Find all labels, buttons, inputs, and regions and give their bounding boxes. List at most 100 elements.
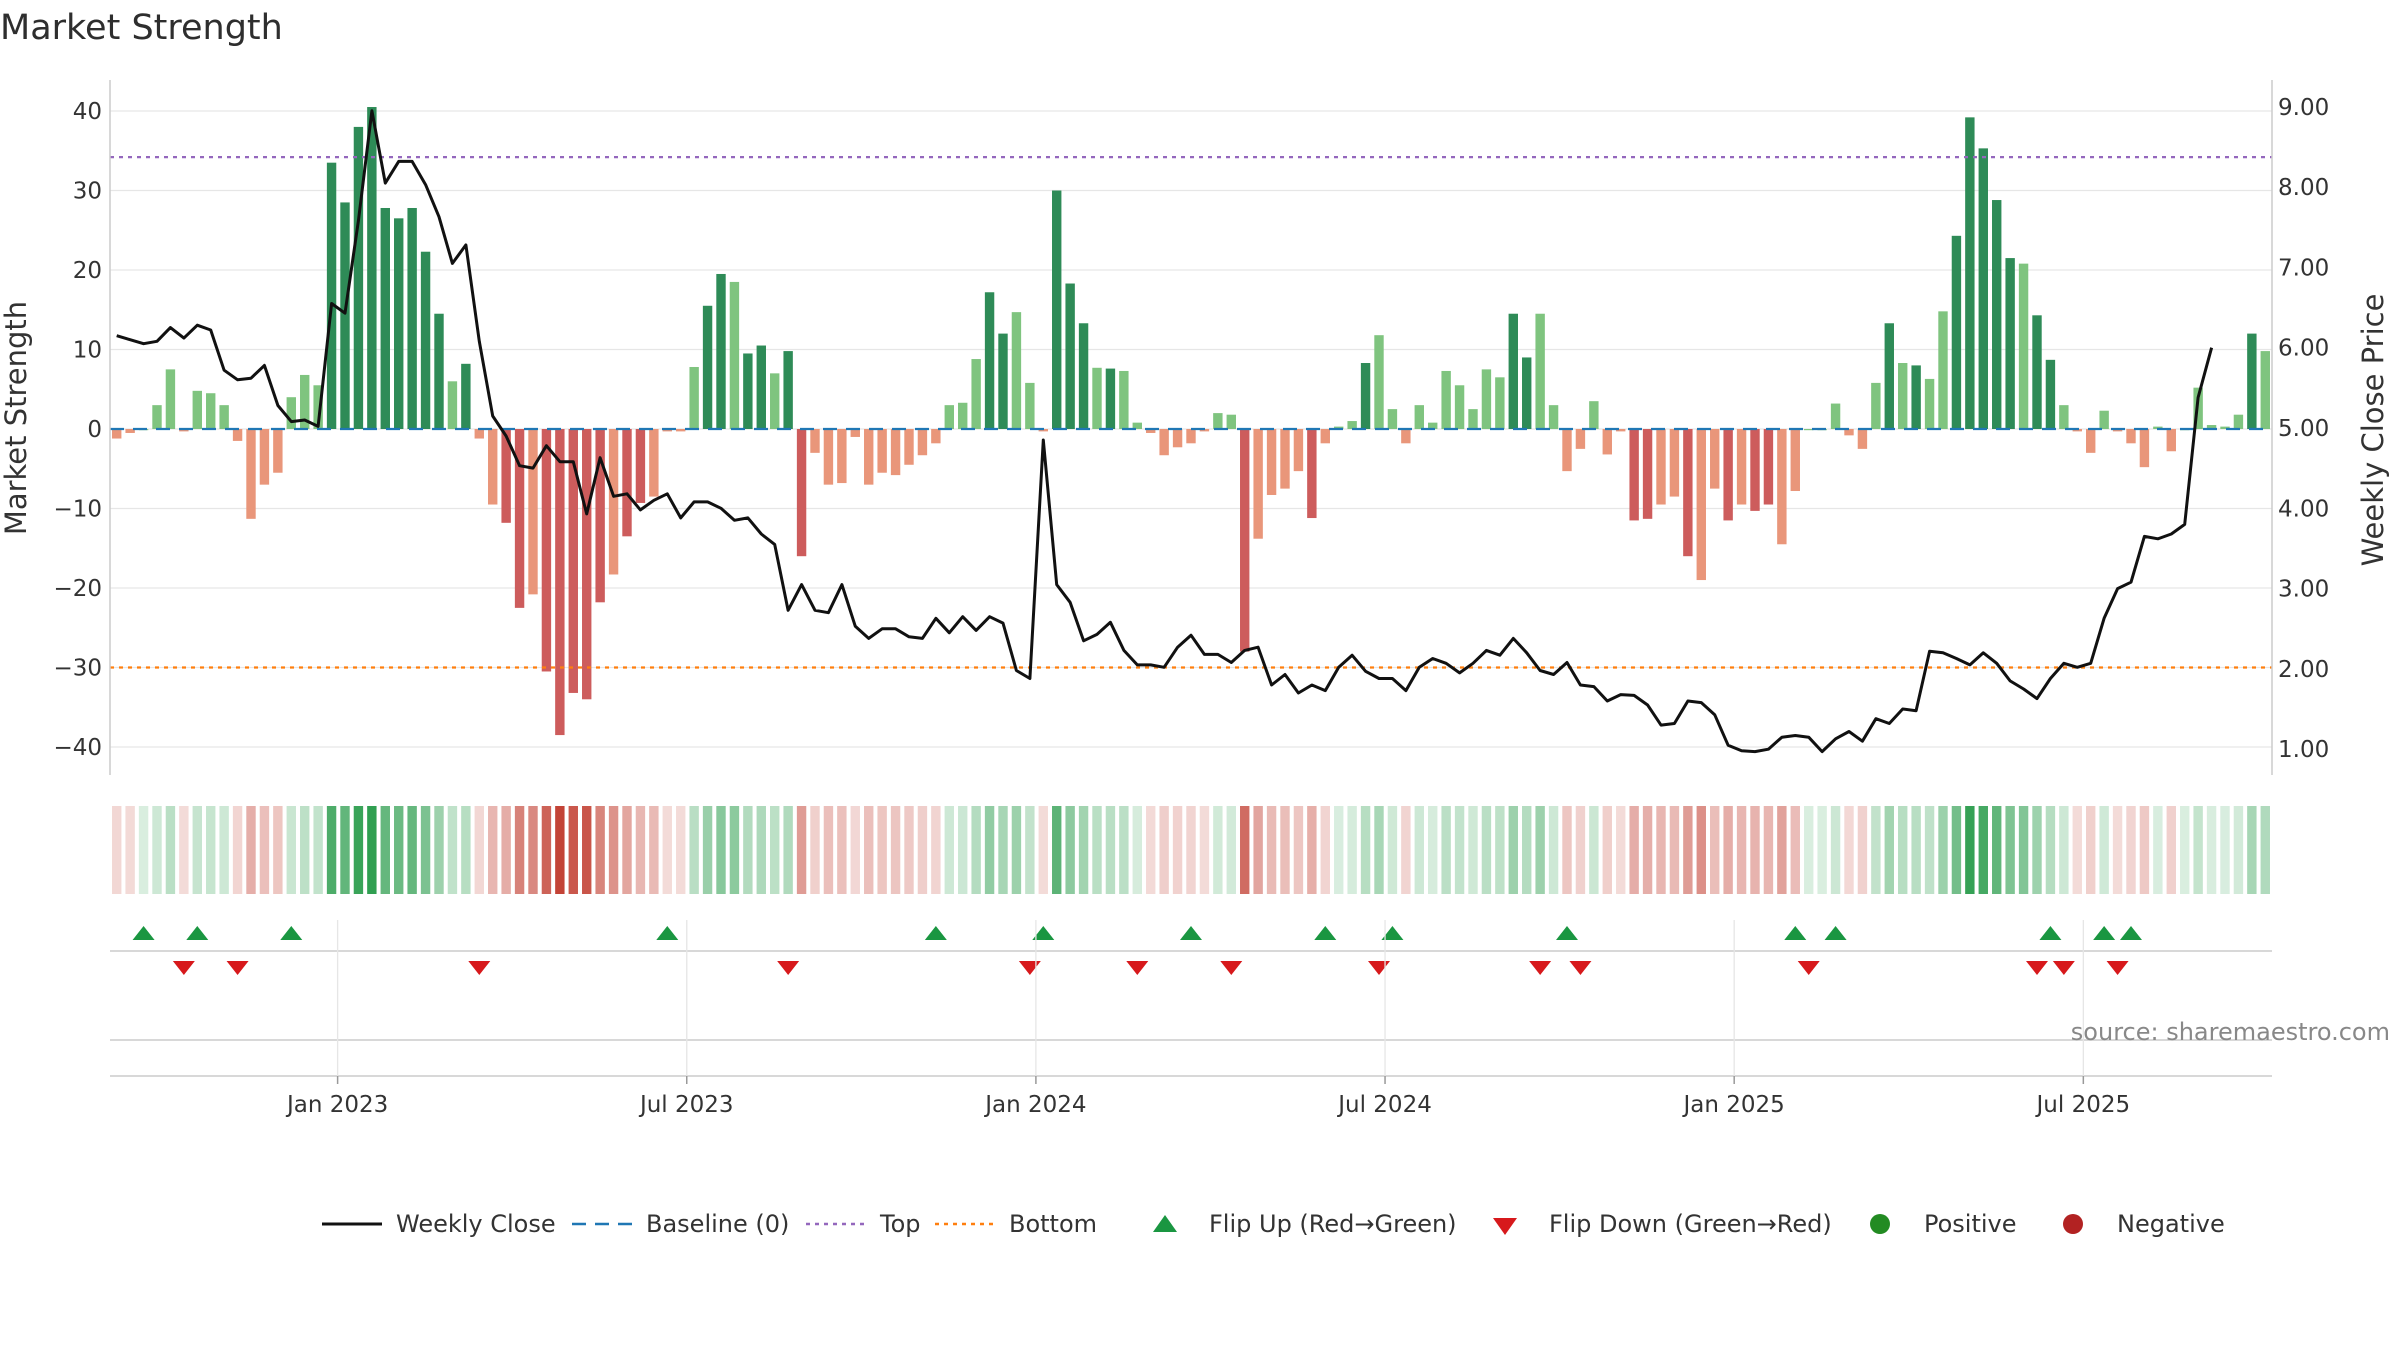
flip-up-marker <box>2093 926 2116 940</box>
flip-up-marker <box>186 926 209 940</box>
heat-strip-cell <box>1199 806 1210 894</box>
legend-item-5: Flip Up (Red→Green) <box>1153 1210 1457 1238</box>
strength-bar <box>864 429 874 485</box>
strength-bar <box>259 429 270 485</box>
strength-bar <box>1186 429 1196 444</box>
strength-bar <box>1065 283 1075 429</box>
strength-bar <box>770 373 780 429</box>
flip-up-marker <box>1824 926 1847 940</box>
heat-strip-cell <box>488 806 498 894</box>
heat-strip-cell <box>2086 806 2096 894</box>
heat-strip-cell <box>353 806 364 894</box>
heat-strip-cell <box>2072 806 2082 894</box>
heat-strip-cell <box>1052 806 1062 894</box>
strength-bar <box>1965 117 1975 430</box>
legend-item-3: Top <box>806 1210 921 1238</box>
flip-down-marker <box>2106 961 2129 975</box>
heat-strip-cell <box>676 806 686 894</box>
strength-bar <box>1656 429 1666 505</box>
strength-bar <box>1871 382 1881 429</box>
strength-bar <box>1011 312 1022 429</box>
flip-down-marker <box>1569 961 1592 975</box>
legend-label: Positive <box>1924 1210 2017 1238</box>
heat-strip-cell <box>2112 806 2123 894</box>
heat-strip-cell <box>394 806 404 894</box>
chart-title: Market Strength <box>0 8 283 48</box>
y-tick-label: 40 <box>73 99 102 125</box>
heat-strip-cell <box>1401 806 1411 894</box>
strength-bar <box>2086 429 2096 453</box>
strength-bar <box>1360 363 1371 429</box>
flip-down-marker <box>1126 961 1149 975</box>
strength-bar <box>1334 426 1344 429</box>
heat-strip-cell <box>1454 806 1465 894</box>
source-label: source: sharemaestro.com <box>2071 1018 2390 1046</box>
strength-bar <box>582 429 592 700</box>
strength-bar <box>2018 263 2029 429</box>
heat-strip-cell <box>1065 806 1075 894</box>
heat-strip-cell <box>998 806 1008 894</box>
y2-tick-label: 9.00 <box>2278 95 2329 121</box>
flip-down-marker <box>2052 961 2075 975</box>
flip-down-marker <box>1220 961 1243 975</box>
heat-strip-cell <box>514 806 525 894</box>
strength-bar <box>447 381 458 429</box>
strength-bar <box>729 281 740 429</box>
strength-bar <box>2045 359 2056 429</box>
heat-strip-cell <box>232 806 243 894</box>
flip-markers <box>110 926 2272 975</box>
heat-strip-cell <box>608 806 619 894</box>
strength-bar <box>300 374 310 429</box>
strength-bar <box>904 429 914 465</box>
heat-strip-cell <box>206 806 216 894</box>
heat-strip-cell <box>1522 806 1532 894</box>
strength-bar <box>1804 429 1814 431</box>
strength-bar <box>1481 369 1492 429</box>
strength-bar <box>1266 429 1277 495</box>
heat-strip-cell <box>1011 806 1022 894</box>
strength-bar <box>1629 429 1639 521</box>
heat-strip-cell <box>1320 806 1330 894</box>
weekly-close-line-group <box>116 109 2214 754</box>
flip-up-marker <box>2120 926 2142 940</box>
strength-bar <box>1548 405 1559 429</box>
strength-bar <box>1052 190 1062 429</box>
heat-strip-cell <box>917 806 928 894</box>
heat-strip-cell <box>1441 806 1451 894</box>
strength-bar <box>823 429 834 485</box>
strength-bar <box>1025 382 1035 429</box>
heat-strip-cell <box>1468 806 1478 894</box>
heat-strip-cell <box>1965 806 1975 894</box>
heat-strip-cell <box>313 806 323 894</box>
heat-strip-cell <box>1911 806 1921 894</box>
strength-bar <box>998 333 1008 429</box>
heat-strip-cell <box>743 806 753 894</box>
strength-bar <box>635 429 646 503</box>
heat-strip-cell <box>179 806 189 894</box>
strength-bar <box>1710 429 1720 489</box>
strength-bar <box>1401 429 1411 444</box>
strength-bar <box>1280 429 1290 489</box>
heat-strip-cell <box>1763 806 1774 894</box>
strength-bar <box>2233 414 2244 429</box>
heat-strip-cell <box>770 806 780 894</box>
strength-bar <box>1723 429 1733 521</box>
strength-bar <box>568 429 578 693</box>
strength-bar <box>783 351 793 429</box>
strength-bar <box>1602 429 1612 455</box>
heat-strip-cell <box>1105 806 1116 894</box>
strength-bar <box>662 429 672 432</box>
strength-bar <box>1038 429 1048 432</box>
strength-bar <box>716 273 726 429</box>
strength-bar <box>179 429 189 432</box>
heat-strip-cell <box>1790 806 1800 894</box>
heat-strip-cell <box>1495 806 1505 894</box>
strength-bar <box>1320 429 1330 444</box>
heat-strip-cell <box>931 806 941 894</box>
heat-strip-cell <box>259 806 270 894</box>
strength-bar <box>1924 378 1935 429</box>
heat-strip-cell <box>1025 806 1035 894</box>
strength-bar <box>837 429 847 484</box>
heat-strip-cell <box>340 806 350 894</box>
legend-label: Flip Down (Green→Red) <box>1549 1210 1832 1238</box>
